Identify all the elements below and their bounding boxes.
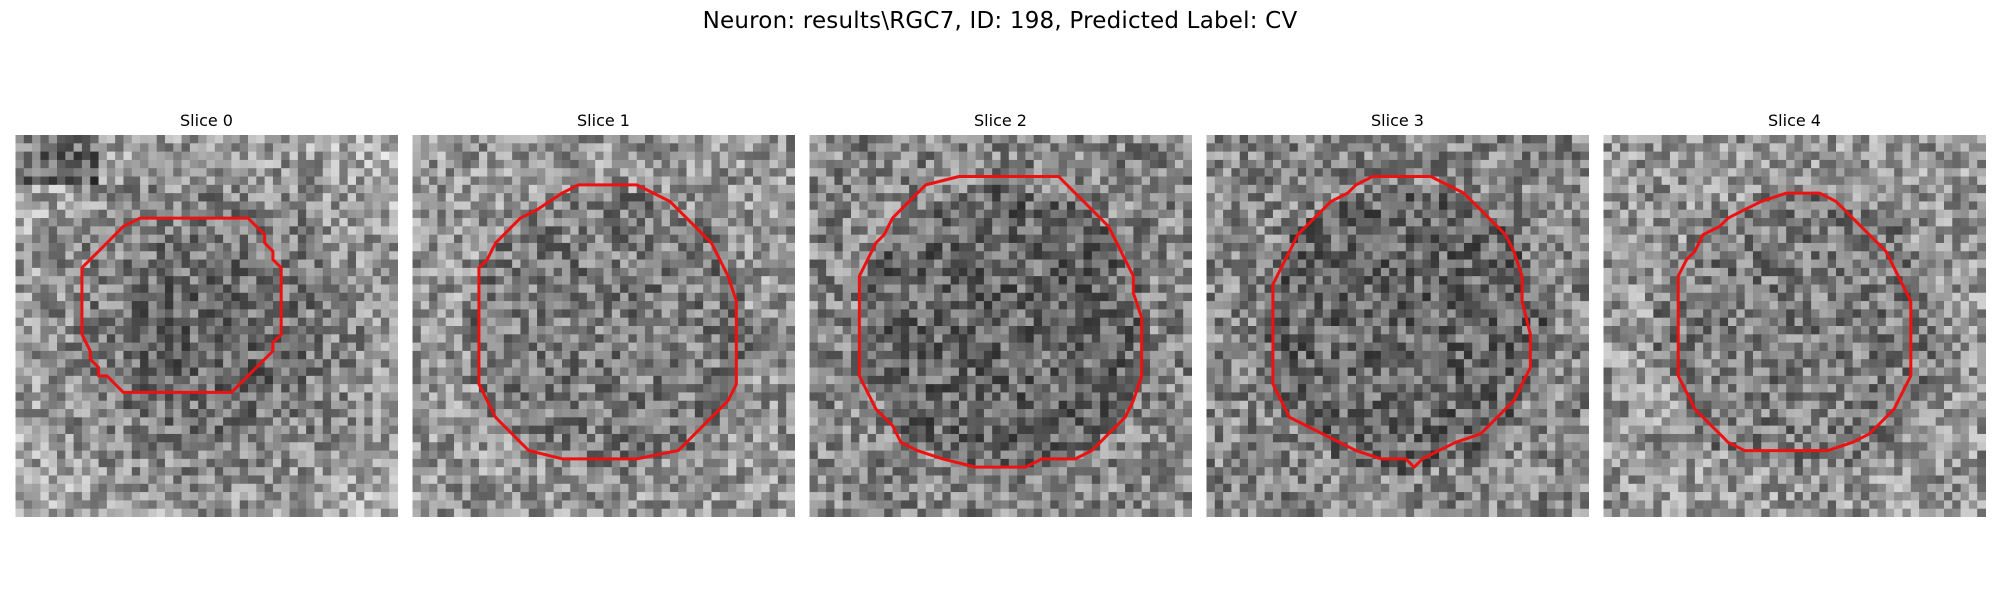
neuron-contour — [1271, 174, 1532, 469]
slice-panel: Slice 4 — [1603, 109, 1986, 517]
neuron-contour — [1676, 191, 1913, 453]
slice-image — [412, 135, 795, 517]
neuron-contour — [857, 174, 1144, 469]
figure-title: Neuron: results\RGC7, ID: 198, Predicted… — [702, 8, 1298, 34]
slice-image — [809, 135, 1192, 517]
slice-title: Slice 4 — [1768, 111, 1821, 130]
neuron-contour — [477, 183, 738, 461]
slice-title: Slice 0 — [180, 111, 233, 130]
slice-image — [1603, 135, 1986, 517]
slice-panel: Slice 3 — [1206, 109, 1589, 517]
slice-title: Slice 1 — [577, 111, 630, 130]
slice-panel: Slice 0 — [15, 109, 398, 517]
slice-image — [15, 135, 398, 517]
slice-title: Slice 3 — [1371, 111, 1424, 130]
slice-title: Slice 2 — [974, 111, 1027, 130]
slice-panel: Slice 2 — [809, 109, 1192, 517]
slice-image — [1206, 135, 1589, 517]
neuron-contour — [80, 216, 283, 394]
slice-panel: Slice 1 — [412, 109, 795, 517]
